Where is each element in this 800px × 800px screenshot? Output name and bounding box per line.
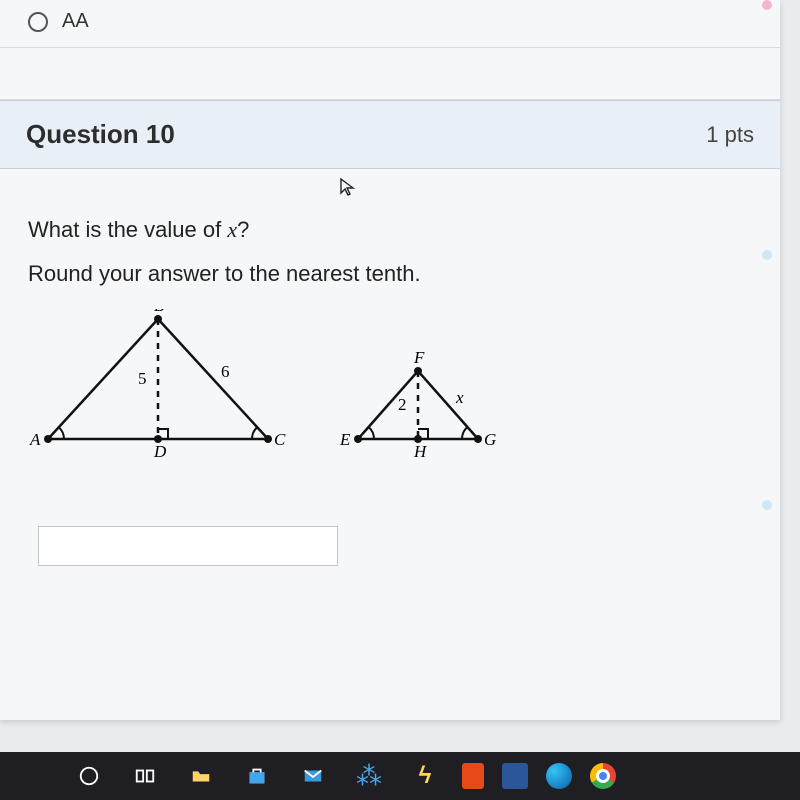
question-header: Question 10 1 pts <box>0 100 780 169</box>
triangles-figure: A B C D 5 6 E F G H 2 x <box>28 309 588 479</box>
svg-text:x: x <box>455 388 464 407</box>
svg-text:F: F <box>413 348 425 367</box>
question-points: 1 pts <box>706 122 754 148</box>
answer-input[interactable] <box>38 526 338 566</box>
prompt-text: ? <box>237 217 249 242</box>
svg-text:H: H <box>413 442 428 461</box>
chrome-icon[interactable] <box>590 763 616 789</box>
office-icon[interactable] <box>462 763 484 789</box>
option-label: AA <box>62 10 89 33</box>
taskbar: ⁂ ϟ <box>0 752 800 800</box>
svg-text:2: 2 <box>398 395 407 414</box>
mail-icon[interactable] <box>294 757 332 795</box>
svg-text:A: A <box>29 430 41 449</box>
start-icon[interactable] <box>70 757 108 795</box>
taskview-icon[interactable] <box>126 757 164 795</box>
svg-text:6: 6 <box>221 362 230 381</box>
variable-x: x <box>227 217 237 242</box>
store-icon[interactable] <box>238 757 276 795</box>
svg-text:D: D <box>153 442 167 461</box>
explorer-icon[interactable] <box>182 757 220 795</box>
svg-text:5: 5 <box>138 369 147 388</box>
svg-text:C: C <box>274 430 286 449</box>
svg-text:B: B <box>154 309 165 315</box>
dropbox-icon[interactable]: ⁂ <box>350 757 388 795</box>
prompt-line-1: What is the value of x? <box>28 217 752 243</box>
edge-icon[interactable] <box>546 763 572 789</box>
word-icon[interactable] <box>502 763 528 789</box>
prompt-text: What is the value of <box>28 217 227 242</box>
radio-icon[interactable] <box>28 12 48 32</box>
svg-text:E: E <box>339 430 351 449</box>
spacer <box>0 48 780 100</box>
answer-option-row[interactable]: AA <box>0 0 780 48</box>
question-title: Question 10 <box>26 119 175 150</box>
cursor-icon <box>338 177 358 203</box>
winamp-icon[interactable]: ϟ <box>406 757 444 795</box>
svg-text:G: G <box>484 430 496 449</box>
prompt-line-2: Round your answer to the nearest tenth. <box>28 261 752 287</box>
